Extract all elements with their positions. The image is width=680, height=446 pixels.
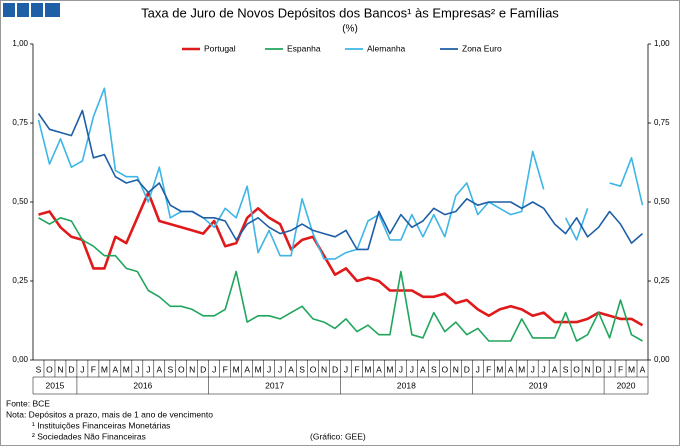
series-line xyxy=(37,87,644,260)
x-tick-label: S xyxy=(299,364,305,374)
series-line xyxy=(38,191,644,327)
x-tick-label: A xyxy=(640,364,646,374)
y2-tick-label: 0,25 xyxy=(654,276,670,285)
x-tick-label: A xyxy=(420,364,426,374)
x-tick-label: A xyxy=(376,364,382,374)
x-tick-label: D xyxy=(200,364,206,374)
x-tick-label: F xyxy=(486,364,491,374)
y-tick-label: 0,75 xyxy=(12,118,28,127)
x-tick-label: D xyxy=(332,364,338,374)
x-tick-label: S xyxy=(431,364,437,374)
year-label: 2017 xyxy=(265,380,284,390)
x-tick-label: S xyxy=(167,364,173,374)
x-tick-label: M xyxy=(518,364,525,374)
series-line xyxy=(37,109,644,251)
x-tick-label: M xyxy=(255,364,262,374)
x-tick-label: S xyxy=(563,364,569,374)
chart-title: Taxa de Juro de Novos Depósitos dos Banc… xyxy=(141,5,559,20)
x-tick-label: N xyxy=(321,364,327,374)
x-tick-label: F xyxy=(223,364,228,374)
x-tick-label: A xyxy=(552,364,558,374)
x-tick-label: M xyxy=(233,364,240,374)
year-label: 2016 xyxy=(133,380,152,390)
footnote: Nota: Depósitos a prazo, mais de 1 ano d… xyxy=(6,409,213,419)
x-tick-label: J xyxy=(80,364,84,374)
x-tick-label: D xyxy=(464,364,470,374)
legend-label: Espanha xyxy=(287,43,321,53)
logo-square xyxy=(17,3,29,17)
legend-label: Alemanha xyxy=(367,43,406,53)
logo xyxy=(3,3,60,17)
chart-subtitle: (%) xyxy=(342,24,358,35)
x-tick-label: S xyxy=(36,364,42,374)
x-tick-label: J xyxy=(212,364,216,374)
y2-tick-label: 0,00 xyxy=(654,355,670,364)
y2-tick-label: 0,50 xyxy=(654,197,670,206)
x-tick-label: O xyxy=(442,364,449,374)
x-tick-label: N xyxy=(57,364,63,374)
x-tick-label: M xyxy=(364,364,371,374)
x-tick-label: A xyxy=(156,364,162,374)
x-tick-label: O xyxy=(310,364,317,374)
x-tick-label: M xyxy=(123,364,130,374)
footnote: Fonte: BCE xyxy=(6,398,50,408)
x-tick-label: N xyxy=(585,364,591,374)
x-tick-label: D xyxy=(596,364,602,374)
x-tick-label: M xyxy=(386,364,393,374)
x-tick-label: J xyxy=(278,364,282,374)
x-tick-label: J xyxy=(607,364,611,374)
x-tick-label: J xyxy=(410,364,414,374)
footnote: ¹ Instituições Financeiras Monetárias xyxy=(32,420,170,430)
x-tick-label: F xyxy=(91,364,96,374)
y-tick-label: 1,00 xyxy=(12,39,28,48)
logo-square xyxy=(3,3,15,17)
x-tick-label: F xyxy=(354,364,359,374)
y-tick-label: 0,50 xyxy=(12,197,28,206)
x-tick-label: D xyxy=(68,364,74,374)
x-tick-label: A xyxy=(288,364,294,374)
y2-tick-label: 0,75 xyxy=(654,118,670,127)
legend-label: Zona Euro xyxy=(462,43,502,53)
footnote: ² Sociedades Não Financeiras xyxy=(32,431,146,441)
y-tick-label: 0,25 xyxy=(12,276,28,285)
x-tick-label: O xyxy=(573,364,580,374)
y-tick-label: 0,00 xyxy=(12,355,28,364)
x-tick-label: M xyxy=(101,364,108,374)
year-label: 2015 xyxy=(46,380,65,390)
series-line xyxy=(38,217,643,342)
x-tick-label: J xyxy=(344,364,348,374)
x-tick-label: O xyxy=(178,364,185,374)
x-tick-label: J xyxy=(531,364,535,374)
y2-tick-label: 1,00 xyxy=(654,39,670,48)
x-tick-label: O xyxy=(46,364,53,374)
legend-label: Portugal xyxy=(204,43,236,53)
x-tick-label: A xyxy=(113,364,119,374)
x-tick-label: J xyxy=(399,364,403,374)
x-tick-label: J xyxy=(542,364,546,374)
x-tick-label: A xyxy=(508,364,514,374)
x-tick-label: J xyxy=(476,364,480,374)
x-tick-label: J xyxy=(135,364,139,374)
x-tick-label: J xyxy=(146,364,150,374)
x-tick-label: F xyxy=(618,364,623,374)
year-label: 2019 xyxy=(529,380,548,390)
x-tick-label: N xyxy=(453,364,459,374)
logo-square xyxy=(45,3,60,17)
credit: (Gráfico: GEE) xyxy=(310,431,366,441)
x-tick-label: A xyxy=(244,364,250,374)
x-tick-label: J xyxy=(267,364,271,374)
year-label: 2020 xyxy=(617,380,636,390)
year-label: 2018 xyxy=(397,380,416,390)
x-tick-label: N xyxy=(189,364,195,374)
x-tick-label: M xyxy=(496,364,503,374)
logo-square xyxy=(31,3,43,17)
x-tick-label: M xyxy=(628,364,635,374)
